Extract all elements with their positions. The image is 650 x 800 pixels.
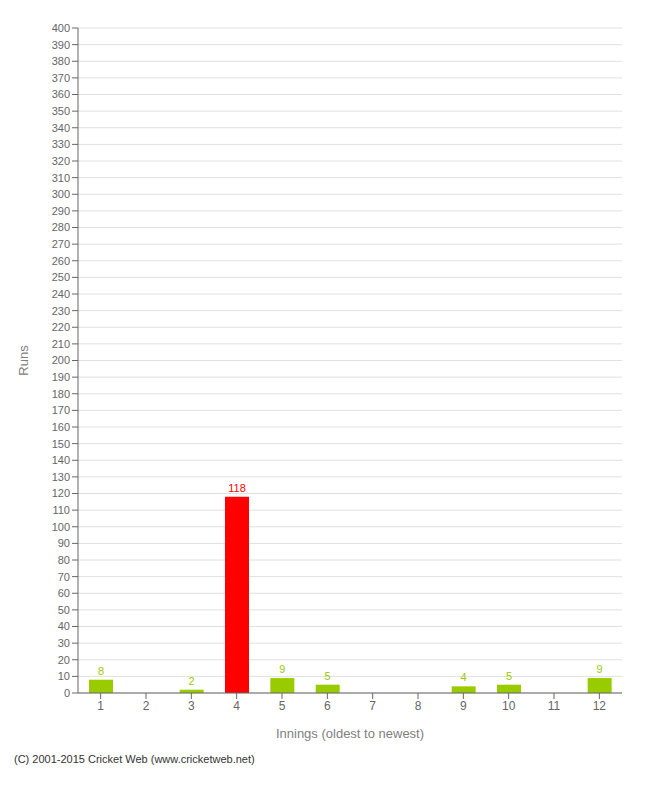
svg-text:Innings (oldest to newest): Innings (oldest to newest) [276,726,424,741]
svg-text:5: 5 [279,699,286,713]
svg-text:400: 400 [52,22,70,34]
svg-text:3: 3 [188,699,195,713]
svg-text:8: 8 [98,665,104,677]
svg-text:260: 260 [52,255,70,267]
svg-text:250: 250 [52,271,70,283]
html-text:(C) 2001-2015 Cricket Web (www: (C) 2001-2015 Cricket Web (www.cricketwe… [14,753,255,765]
svg-text:7: 7 [369,699,376,713]
svg-text:150: 150 [52,438,70,450]
svg-text:9: 9 [597,663,603,675]
svg-text:10: 10 [502,699,516,713]
svg-text:8: 8 [415,699,422,713]
svg-text:1: 1 [97,699,104,713]
svg-text:50: 50 [58,604,70,616]
svg-text:60: 60 [58,587,70,599]
svg-text:40: 40 [58,620,70,632]
svg-text:90: 90 [58,537,70,549]
svg-text:100: 100 [52,521,70,533]
svg-text:340: 340 [52,122,70,134]
svg-text:220: 220 [52,321,70,333]
svg-text:230: 230 [52,305,70,317]
svg-text:290: 290 [52,205,70,217]
svg-text:6: 6 [324,699,331,713]
svg-text:0: 0 [64,687,70,699]
svg-text:4: 4 [233,699,240,713]
svg-text:200: 200 [52,354,70,366]
svg-text:240: 240 [52,288,70,300]
svg-text:5: 5 [506,670,512,682]
svg-text:80: 80 [58,554,70,566]
svg-text:330: 330 [52,138,70,150]
svg-text:11: 11 [548,699,561,713]
svg-text:140: 140 [52,454,70,466]
svg-text:270: 270 [52,238,70,250]
svg-text:9: 9 [460,699,467,713]
svg-text:210: 210 [52,338,70,350]
svg-text:4: 4 [461,671,467,683]
svg-text:170: 170 [52,404,70,416]
svg-text:160: 160 [52,421,70,433]
svg-text:380: 380 [52,55,70,67]
svg-text:190: 190 [52,371,70,383]
svg-text:20: 20 [58,654,70,666]
svg-text:110: 110 [52,504,70,516]
svg-text:350: 350 [52,105,70,117]
svg-text:390: 390 [52,39,70,51]
svg-text:300: 300 [52,188,70,200]
svg-text:130: 130 [52,471,70,483]
svg-text:9: 9 [279,663,285,675]
svg-text:310: 310 [52,172,70,184]
svg-text:30: 30 [58,637,70,649]
svg-text:12: 12 [593,699,607,713]
svg-text:180: 180 [52,388,70,400]
svg-text:118: 118 [228,482,246,494]
svg-text:5: 5 [325,670,331,682]
svg-text:2: 2 [189,675,195,687]
svg-text:10: 10 [58,670,70,682]
svg-text:370: 370 [52,72,70,84]
svg-text:70: 70 [58,571,70,583]
svg-text:2: 2 [143,699,150,713]
svg-text:Runs: Runs [16,345,31,376]
svg-text:280: 280 [52,221,70,233]
svg-text:120: 120 [52,487,70,499]
svg-text:320: 320 [52,155,70,167]
svg-text:360: 360 [52,88,70,100]
